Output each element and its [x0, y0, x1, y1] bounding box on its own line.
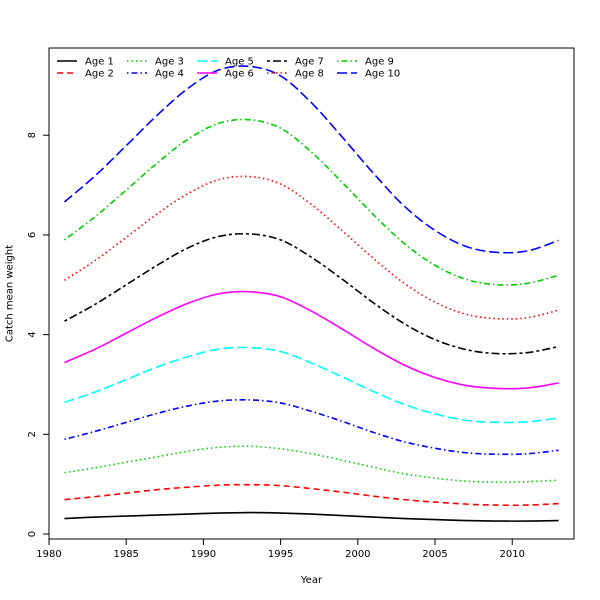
axes-layer: 1980 1985 1990 1995 2000 2005 2010 0 2 4 6 8 [27, 132, 525, 560]
series-line-age-10 [63, 65, 559, 254]
x-tick-label: 2010 [500, 549, 525, 560]
y-tick-label: 6 [27, 232, 38, 238]
legend-label-age-5: Age 5 [225, 57, 254, 68]
series-line-age-4 [64, 398, 559, 456]
y-tick-label: 4 [27, 331, 38, 337]
series-line-age-7 [64, 232, 559, 355]
series-line-age-8 [64, 175, 559, 320]
y-tick-label: 2 [27, 431, 38, 437]
legend-label-age-6: Age 6 [225, 69, 254, 80]
legend-label-age-1: Age 1 [85, 57, 114, 68]
x-tick-label: 1990 [191, 549, 216, 560]
legend-label-age-8: Age 8 [295, 69, 324, 80]
x-tick-label: 2000 [345, 549, 370, 560]
series-line-age-2 [64, 483, 559, 507]
y-axis-title: Catch mean weight [5, 245, 16, 342]
series-line-age-3 [64, 445, 559, 483]
y-tick-label: 0 [27, 531, 38, 537]
series-line-age-1 [64, 511, 559, 522]
legend-label-age-3: Age 3 [155, 57, 184, 68]
y-tick-label: 8 [27, 132, 38, 138]
x-tick-label: 2005 [422, 549, 447, 560]
x-tick-label: 1985 [113, 549, 138, 560]
legend-label-age-2: Age 2 [85, 69, 114, 80]
legend-label-age-4: Age 4 [155, 69, 184, 80]
x-tick-label: 1995 [268, 549, 293, 560]
legend-label-age-10: Age 10 [365, 69, 400, 80]
legend-label-age-9: Age 9 [365, 57, 394, 68]
series-line-age-6 [64, 290, 559, 390]
series-line-age-9 [63, 118, 559, 286]
series-line-age-5 [64, 346, 559, 424]
plot-frame [48, 47, 575, 540]
series-layer [63, 65, 559, 522]
x-tick-label: 1980 [36, 549, 61, 560]
legend-label-age-7: Age 7 [295, 57, 324, 68]
x-axis-title: Year [300, 575, 323, 586]
